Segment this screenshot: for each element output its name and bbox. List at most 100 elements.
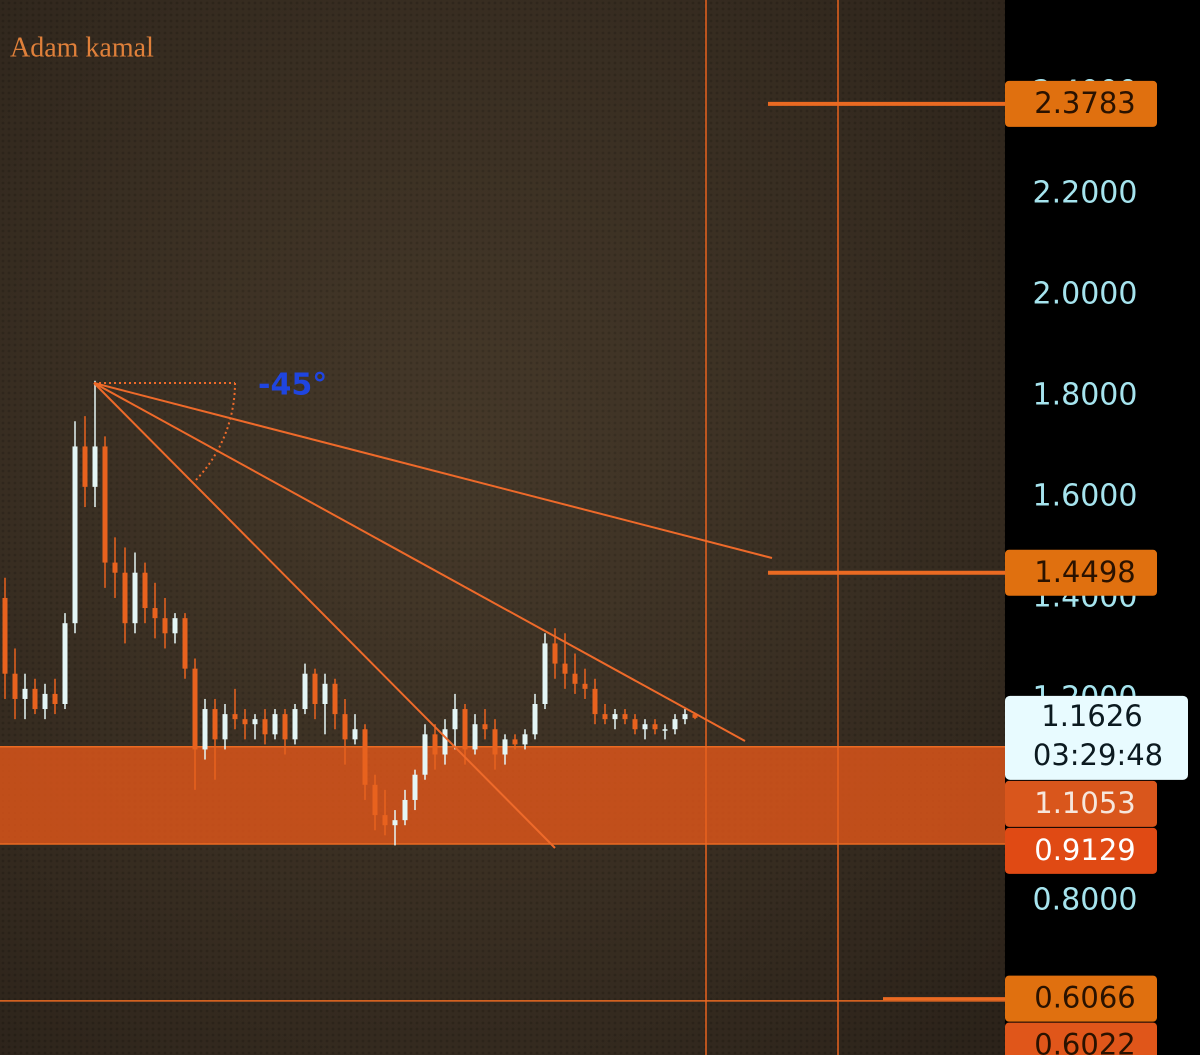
candle-body: [632, 719, 638, 730]
candle-body: [252, 719, 258, 725]
y-tick-label: 2.0000: [1033, 276, 1138, 311]
candle-body: [42, 693, 48, 710]
candle-body: [602, 714, 608, 720]
candle-body: [512, 739, 518, 745]
candle-body: [662, 729, 668, 731]
price-line-label-box: [1005, 780, 1157, 827]
candle-body: [692, 714, 698, 718]
candle-body: [592, 688, 598, 715]
candle-body: [262, 719, 268, 735]
candle-body: [72, 446, 78, 624]
candle-body: [32, 688, 38, 710]
price-axis-panel: [1005, 0, 1200, 1055]
candle-body: [92, 446, 98, 487]
angle-label: -45°: [258, 368, 327, 403]
countdown-label: 03:29:48: [1033, 738, 1163, 772]
candle-body: [242, 719, 248, 725]
candle-body: [452, 709, 458, 730]
price-line-label: 0.6066: [1034, 981, 1135, 1015]
candle-body: [192, 668, 198, 750]
last-price-label: 1.1626: [1041, 699, 1142, 733]
candle-body: [112, 562, 118, 573]
candle-body: [552, 643, 558, 664]
candle-body: [442, 729, 448, 755]
candle-body: [482, 724, 488, 730]
candle-body: [682, 714, 688, 720]
fan-drawing: [93, 382, 773, 849]
candle-body: [52, 693, 58, 705]
candle-body: [572, 673, 578, 684]
price-line-label: 1.4498: [1034, 555, 1135, 589]
candle-body: [492, 729, 498, 755]
candle-body: [342, 714, 348, 740]
candle-body: [462, 709, 468, 750]
price-line-label: 1.1053: [1034, 786, 1135, 820]
price-line-label-box: [1005, 1022, 1157, 1055]
plot-area: [0, 0, 1005, 1055]
y-tick-label: 2.2000: [1033, 175, 1138, 210]
price-line-label: 0.6022: [1034, 1028, 1135, 1055]
price-line-label-box: [1005, 549, 1157, 596]
price-line-label-box: [1005, 975, 1157, 1022]
candle-body: [282, 714, 288, 740]
y-tick-label: 1.6000: [1033, 478, 1138, 513]
candle-body: [392, 820, 398, 826]
price-line-label: 2.3783: [1034, 86, 1135, 120]
candle-body: [132, 572, 138, 624]
candle-body: [162, 618, 168, 634]
candle-body: [222, 714, 228, 740]
candle-body: [532, 704, 538, 735]
candle-body: [372, 784, 378, 816]
fan-line: [93, 382, 556, 849]
y-tick-label: 0.8000: [1033, 882, 1138, 917]
candle-body: [562, 663, 568, 674]
price-line-label-box: [1005, 827, 1157, 874]
candle-body: [642, 724, 648, 730]
candle-body: [672, 719, 678, 730]
candle-body: [272, 714, 278, 735]
price-line-label: 0.9129: [1034, 833, 1135, 867]
candle-body: [332, 683, 338, 715]
candle-body: [302, 673, 308, 710]
candle-body: [432, 734, 438, 755]
candle-body: [412, 774, 418, 800]
candle-body: [422, 734, 428, 775]
y-tick-label: 1.8000: [1033, 377, 1138, 412]
candle-body: [622, 714, 628, 720]
candle-body: [292, 709, 298, 740]
fan-line: [93, 382, 746, 742]
candle-body: [62, 623, 68, 705]
candle-body: [2, 597, 8, 674]
candle-body: [172, 618, 178, 634]
candle-body: [322, 683, 328, 705]
candle-body: [652, 724, 658, 730]
price-line-label-box: [1005, 80, 1157, 127]
candle-body: [152, 608, 158, 619]
candle-body: [232, 714, 238, 720]
candle-body: [12, 673, 18, 699]
last-price-box: [1005, 695, 1188, 780]
candle-body: [362, 729, 368, 785]
candle-body: [122, 572, 128, 624]
candle-body: [212, 709, 218, 740]
candle-body: [22, 688, 28, 699]
candle-body: [472, 724, 478, 750]
candle-body: [522, 734, 528, 745]
candle-body: [612, 714, 618, 720]
candle-body: [402, 799, 408, 821]
candle-body: [82, 446, 88, 487]
candle-body: [582, 683, 588, 689]
candle-body: [312, 673, 318, 705]
candle-body: [352, 729, 358, 740]
candle-body: [382, 815, 388, 826]
plot-vignette: [0, 0, 1005, 1055]
candle-body: [182, 618, 188, 669]
candle-body: [542, 643, 548, 705]
candle-body: [102, 446, 108, 563]
candle-body: [502, 739, 508, 755]
watermark: Adam kamal: [10, 32, 154, 63]
fan-line: [93, 382, 773, 559]
candle-body: [202, 709, 208, 750]
candle-body: [142, 572, 148, 609]
